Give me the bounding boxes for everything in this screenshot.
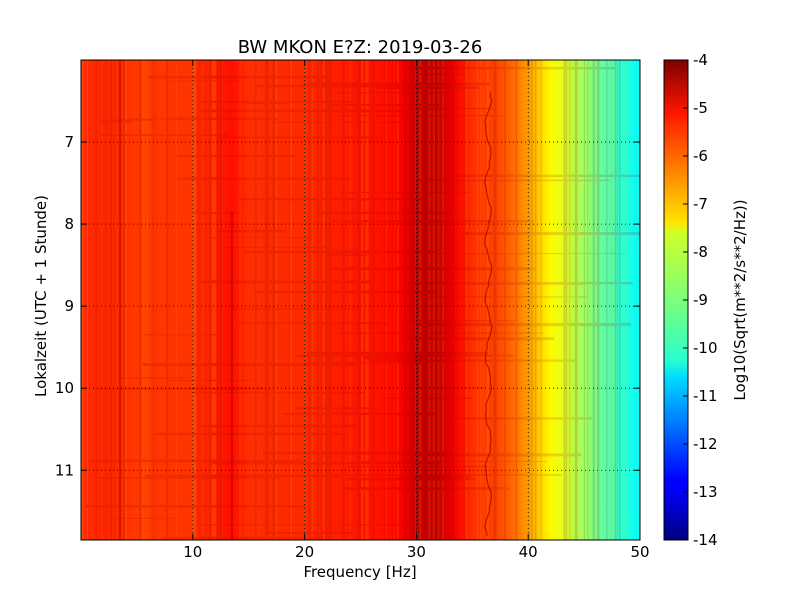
colorbar-tick-label: -9 [693,291,708,309]
chart-title: BW MKON E?Z: 2019-03-26 [238,37,483,58]
plot-frame [80,59,641,541]
y-tick-label: 10 [55,379,74,397]
colorbar-tick-label: -14 [693,531,718,549]
colorbar-label: Log10(Sqrt(m**2/s**2/Hz)) [731,199,749,400]
colorbar-tick-label: -8 [693,243,708,261]
colorbar-tick-label: -12 [693,435,718,453]
colorbar-ticks: -4 -5 -6 -7 -8 -9 -10 -11 -12 -13 -14 [683,51,718,549]
x-axis: 10 20 30 40 50 [183,60,650,561]
spectral-line [230,211,233,540]
colorbar-tick-label: -5 [693,99,708,117]
colorbar-tick-label: -11 [693,387,718,405]
x-tick-label: 10 [183,543,202,561]
spectral-line [119,60,122,540]
plot-area [81,60,640,540]
y-axis: 7 8 9 10 11 [55,133,640,479]
spectrogram-heatmap [81,60,640,540]
spectrum-background [81,60,640,540]
spectral-line [483,92,493,536]
y-tick-label: 8 [64,215,74,233]
y-tick-label: 7 [64,133,74,151]
x-axis-label: Frequency [Hz] [303,563,416,581]
x-tick-label: 20 [295,543,314,561]
grid-lines [81,60,640,540]
x-tick-label: 50 [630,543,649,561]
spectrogram-texture [81,60,640,540]
x-tick-label: 40 [519,543,538,561]
y-tick-label: 11 [55,461,74,479]
colorbar-tick-label: -4 [693,51,708,69]
colorbar-tick-label: -7 [693,195,708,213]
y-axis-label: Lokalzeit (UTC + 1 Stunde) [32,195,50,397]
x-tick-label: 30 [407,543,426,561]
y-tick-label: 9 [64,297,74,315]
colorbar-tick-label: -6 [693,147,708,165]
colorbar-tick-label: -13 [693,483,718,501]
colorbar-tick-label: -10 [693,339,718,357]
